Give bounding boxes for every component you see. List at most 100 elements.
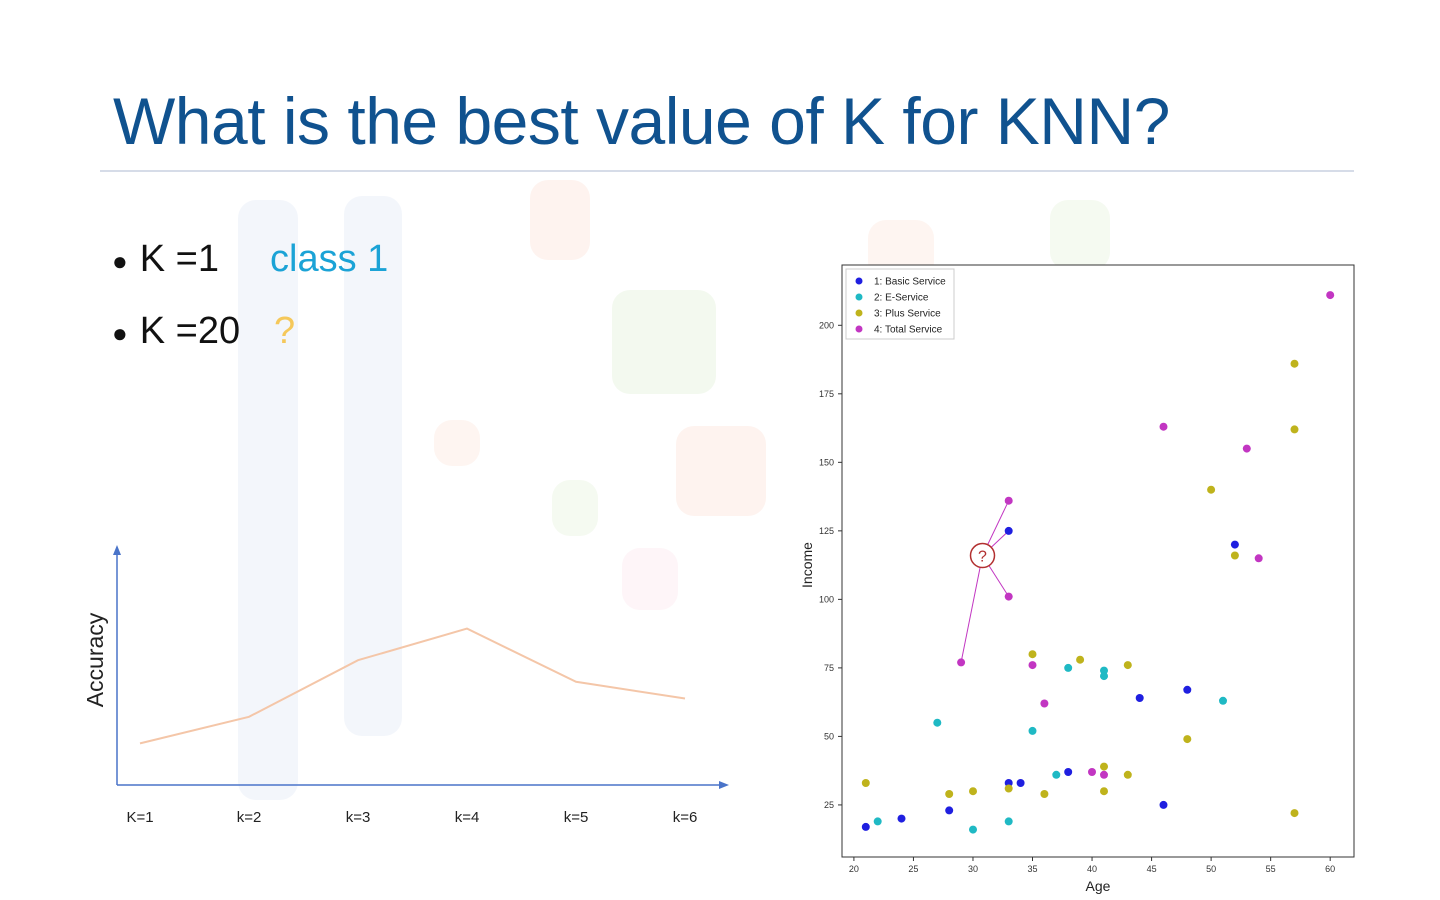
query-point: ? bbox=[969, 542, 996, 569]
y-axis-arrow bbox=[113, 545, 121, 555]
scatter-point-series-3 bbox=[1290, 359, 1299, 368]
scatter-point-series-1 bbox=[1183, 685, 1192, 694]
legend-marker bbox=[855, 325, 863, 333]
query-point-label: ? bbox=[978, 549, 987, 566]
query-point-circle bbox=[969, 542, 996, 569]
scatter-point-series-2 bbox=[1100, 666, 1108, 675]
legend-label: 2: E-Service bbox=[874, 293, 929, 304]
scatter-point-series-3 bbox=[1123, 770, 1132, 779]
scatter-point-series-3 bbox=[1123, 661, 1132, 670]
scatter-point-series-4 bbox=[1159, 422, 1168, 431]
x-tick-label: k=6 bbox=[673, 809, 698, 826]
legend-label: 3: Plus Service bbox=[874, 309, 941, 320]
y-tick-label: 200 bbox=[819, 320, 834, 330]
scatter-point-series-4 bbox=[1242, 444, 1251, 453]
scatter-point-series-4 bbox=[1088, 768, 1096, 776]
scatter-point-series-3 bbox=[1076, 655, 1085, 664]
scatter-point-series-1 bbox=[1230, 540, 1239, 549]
title-divider bbox=[100, 170, 1354, 172]
legend-marker bbox=[855, 277, 863, 285]
x-tick-label: 40 bbox=[1087, 864, 1097, 874]
legend: 1: Basic Service 2: E-Service 3: Plus Serv… bbox=[845, 268, 955, 340]
legend-box bbox=[845, 268, 955, 340]
legend-marker bbox=[855, 293, 863, 301]
x-tick-label: k=4 bbox=[455, 809, 480, 826]
scatter-point-series-2 bbox=[1028, 726, 1037, 735]
y-tick-label: 50 bbox=[824, 731, 834, 741]
scatter-point-series-1 bbox=[945, 806, 954, 815]
y-axis-label: Income bbox=[799, 542, 815, 588]
bullet-k20-answer: ? bbox=[274, 310, 296, 352]
x-tick-label: 35 bbox=[1028, 864, 1038, 874]
bullet-dot: ● bbox=[112, 317, 128, 348]
scatter-point-series-2 bbox=[1100, 672, 1108, 681]
bullet-k1-answer: class 1 bbox=[270, 238, 389, 280]
scatter-point-series-2 bbox=[933, 718, 942, 727]
scatter-point-series-4 bbox=[1004, 496, 1013, 505]
y-tick-label: 175 bbox=[819, 389, 834, 399]
data-points bbox=[861, 291, 1335, 834]
scatter-point-series-3 bbox=[1290, 425, 1299, 434]
scatter-point-series-3 bbox=[969, 787, 977, 796]
scatter-point-series-4 bbox=[957, 658, 966, 667]
y-ticks: 25 50 75 100 125 150 175 200 bbox=[819, 320, 842, 810]
scatter-point-series-4 bbox=[1254, 554, 1263, 563]
scatter-point-series-3 bbox=[1100, 787, 1108, 796]
legend-marker bbox=[855, 309, 863, 317]
bullet-k20-label: K =20 bbox=[139, 310, 241, 352]
scatter-point-series-1 bbox=[1004, 779, 1013, 787]
scatter-point-series-4 bbox=[1100, 770, 1108, 779]
scatter-point-series-3 bbox=[1207, 485, 1216, 494]
x-tick-label: 45 bbox=[1147, 864, 1157, 874]
x-axis-label: Age bbox=[1086, 878, 1111, 894]
x-tick-label: 50 bbox=[1206, 864, 1216, 874]
x-tick-label: K=1 bbox=[126, 809, 153, 826]
bullet-k1-label: K =1 bbox=[139, 238, 219, 280]
bullet-dot: ● bbox=[112, 245, 128, 276]
scatter-point-series-2 bbox=[969, 825, 977, 834]
scatter-point-series-4 bbox=[1028, 661, 1037, 670]
y-tick-label: 75 bbox=[824, 663, 834, 673]
scatter-point-series-3 bbox=[1183, 735, 1192, 744]
x-tick-label: k=3 bbox=[346, 809, 371, 826]
scatter-point-series-4 bbox=[1004, 592, 1013, 601]
scatter-point-series-3 bbox=[861, 779, 870, 787]
y-tick-label: 100 bbox=[819, 594, 834, 604]
slide-title: What is the best value of K for KNN? bbox=[113, 84, 1170, 158]
plot-frame bbox=[841, 264, 1355, 858]
y-axis-label: Accuracy bbox=[82, 612, 108, 707]
bullet-k1: ● K =1 bbox=[112, 240, 219, 278]
scatter-point-series-3 bbox=[945, 790, 954, 798]
scatter-point-series-2 bbox=[1004, 817, 1013, 826]
scatter-point-series-3 bbox=[1230, 551, 1239, 560]
scatter-point-series-1 bbox=[1159, 800, 1168, 809]
x-tick-label: 25 bbox=[908, 864, 918, 874]
scatter-point-series-1 bbox=[1064, 768, 1073, 776]
scatter-point-series-3 bbox=[1100, 762, 1108, 771]
scatter-point-series-2 bbox=[1064, 663, 1073, 672]
scatter-point-series-2 bbox=[873, 817, 882, 826]
x-tick-label: k=5 bbox=[564, 809, 589, 826]
accuracy-chart: Accuracy K=1 k=2 k=3 k=4 k=5 k=6 bbox=[82, 545, 729, 826]
x-tick-label: k=2 bbox=[237, 809, 262, 826]
scatter-point-series-4 bbox=[1326, 291, 1335, 300]
x-tick-label: 20 bbox=[849, 864, 859, 874]
legend-label: 4: Total Service bbox=[874, 325, 943, 336]
scatter-point-series-4 bbox=[1040, 699, 1049, 708]
x-tick-labels: K=1 k=2 k=3 k=4 k=5 k=6 bbox=[126, 809, 697, 826]
scatter-plot: 25 50 75 100 125 150 175 200 20 25 30 35 40 45 50 55 60… bbox=[799, 264, 1355, 894]
scatter-point-series-2 bbox=[1219, 696, 1227, 705]
scatter-point-series-3 bbox=[1290, 809, 1299, 818]
y-tick-label: 25 bbox=[824, 800, 834, 810]
legend-label: 1: Basic Service bbox=[874, 277, 946, 288]
scatter-point-series-3 bbox=[1040, 790, 1049, 798]
scatter-point-series-1 bbox=[897, 814, 906, 823]
scatter-point-series-1 bbox=[1016, 779, 1025, 787]
y-tick-label: 150 bbox=[819, 457, 834, 467]
accuracy-line bbox=[139, 627, 686, 745]
scatter-point-series-3 bbox=[1028, 650, 1037, 659]
x-ticks: 20 25 30 35 40 45 50 55 60 bbox=[849, 857, 1335, 874]
x-tick-label: 55 bbox=[1266, 864, 1276, 874]
scatter-point-series-1 bbox=[1135, 694, 1144, 702]
y-tick-label: 125 bbox=[819, 526, 834, 536]
